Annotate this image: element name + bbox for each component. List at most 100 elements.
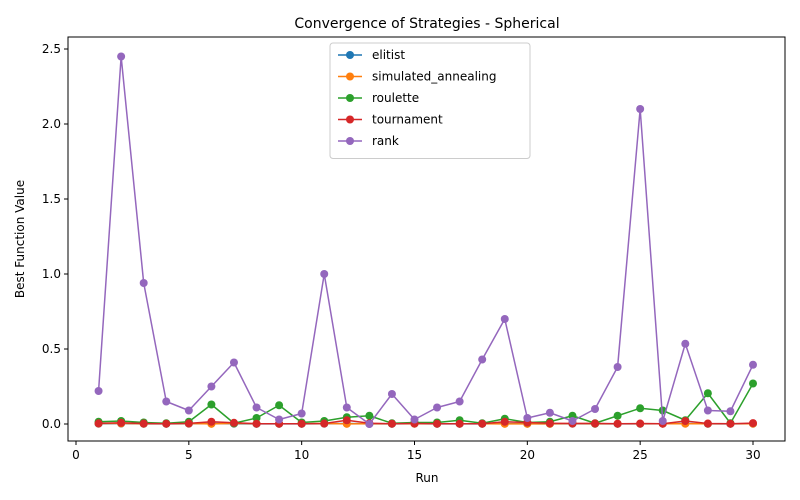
legend-item-tournament: tournament xyxy=(338,113,443,127)
y-tick-label-2.5: 2.5 xyxy=(42,42,61,56)
legend-box xyxy=(329,42,531,159)
y-tick-label-2: 2.0 xyxy=(42,117,61,131)
legend-swatch-marker-tournament xyxy=(346,115,354,124)
point-roulette-6 xyxy=(207,400,216,409)
y-axis-label: Best Function Value xyxy=(13,180,27,298)
series-roulette xyxy=(94,379,757,428)
legend-label-simulated_annealing: simulated_annealing xyxy=(372,70,496,84)
point-rank-2 xyxy=(117,52,126,61)
point-roulette-9 xyxy=(275,401,284,410)
y-tick-label-0: 0.0 xyxy=(42,417,61,431)
point-tournament-10 xyxy=(297,419,306,428)
point-tournament-27 xyxy=(681,417,690,425)
point-tournament-14 xyxy=(387,419,396,428)
y-tick-label-1.5: 1.5 xyxy=(42,192,61,206)
point-roulette-13 xyxy=(365,411,374,420)
series-rank xyxy=(94,52,757,428)
point-tournament-19 xyxy=(500,417,509,426)
legend-label-tournament: tournament xyxy=(372,113,443,127)
point-rank-12 xyxy=(342,403,351,412)
point-tournament-5 xyxy=(184,419,193,428)
point-rank-1 xyxy=(94,387,103,395)
x-tick-label-15: 15 xyxy=(407,448,422,462)
x-tick-label-5: 5 xyxy=(185,448,193,462)
legend-swatch-marker-rank xyxy=(346,137,354,145)
point-roulette-30 xyxy=(749,379,757,388)
point-rank-17 xyxy=(455,397,464,406)
point-tournament-12 xyxy=(342,416,351,425)
x-axis-label: Run xyxy=(415,471,438,485)
point-tournament-30 xyxy=(749,419,757,428)
series-line-roulette xyxy=(98,383,754,424)
point-rank-10 xyxy=(297,409,306,418)
y-axis: 0.0 0.5 1.0 1.5 2.0 2.5 xyxy=(42,42,68,431)
point-tournament-1 xyxy=(94,419,103,428)
y-tick-label-1: 1.0 xyxy=(42,267,61,281)
point-rank-11 xyxy=(320,270,329,278)
point-tournament-16 xyxy=(433,419,442,428)
point-rank-30 xyxy=(749,360,757,369)
point-rank-26 xyxy=(658,417,667,425)
legend-item-roulette: roulette xyxy=(338,91,419,105)
point-rank-3 xyxy=(139,279,148,287)
point-rank-16 xyxy=(433,403,442,412)
x-axis: 0 5 10 15 20 25 30 xyxy=(72,441,761,462)
point-tournament-25 xyxy=(636,419,645,428)
legend-item-rank: rank xyxy=(338,134,399,148)
point-rank-15 xyxy=(410,415,419,424)
point-rank-19 xyxy=(500,315,509,323)
legend-label-roulette: roulette xyxy=(372,91,419,105)
point-rank-27 xyxy=(681,339,690,348)
point-tournament-24 xyxy=(613,419,622,428)
point-tournament-3 xyxy=(139,419,148,428)
point-tournament-17 xyxy=(455,419,464,428)
point-rank-21 xyxy=(545,408,554,417)
point-rank-28 xyxy=(703,406,712,415)
y-tick-label-0.5: 0.5 xyxy=(42,342,61,356)
point-tournament-21 xyxy=(545,419,554,428)
point-roulette-8 xyxy=(252,414,261,422)
legend-item-elitist: elitist xyxy=(338,48,405,62)
point-tournament-7 xyxy=(229,418,238,427)
point-tournament-18 xyxy=(478,419,487,428)
legend-item-simulated_annealing: simulated_annealing xyxy=(338,70,496,84)
point-rank-7 xyxy=(229,358,238,367)
point-tournament-29 xyxy=(726,419,735,428)
x-tick-label-30: 30 xyxy=(745,448,760,462)
series-line-rank xyxy=(97,55,754,425)
chart-title: Convergence of Strategies - Spherical xyxy=(294,16,559,32)
point-tournament-6 xyxy=(207,417,216,426)
point-tournament-8 xyxy=(252,419,261,428)
point-rank-8 xyxy=(252,403,261,412)
point-rank-18 xyxy=(478,355,487,364)
point-rank-5 xyxy=(184,406,193,415)
point-rank-23 xyxy=(591,405,600,413)
point-rank-29 xyxy=(726,407,735,416)
point-roulette-28 xyxy=(703,389,712,398)
point-rank-4 xyxy=(162,397,171,406)
point-rank-20 xyxy=(523,414,532,422)
legend-swatch-marker-elitist xyxy=(346,51,354,59)
point-rank-13 xyxy=(365,420,374,428)
legend-label-elitist: elitist xyxy=(372,48,405,62)
point-roulette-24 xyxy=(613,411,622,420)
plot-frame xyxy=(67,36,786,442)
x-tick-label-20: 20 xyxy=(520,448,535,462)
legend-swatch-marker-roulette xyxy=(346,94,354,102)
point-tournament-23 xyxy=(591,419,600,428)
point-rank-6 xyxy=(207,382,216,391)
point-roulette-25 xyxy=(636,404,645,413)
legend-swatch-marker-simulated_annealing xyxy=(346,72,354,81)
point-rank-22 xyxy=(568,417,577,425)
point-rank-9 xyxy=(275,415,284,424)
point-tournament-2 xyxy=(117,418,126,427)
point-rank-25 xyxy=(636,105,645,113)
point-tournament-11 xyxy=(320,419,329,428)
legend: elitist simulated_annealing roulette tourna… xyxy=(329,42,531,159)
legend-label-rank: rank xyxy=(372,134,399,148)
plot-area xyxy=(94,52,757,428)
x-tick-label-25: 25 xyxy=(633,448,648,462)
point-tournament-4 xyxy=(162,419,171,428)
point-rank-14 xyxy=(387,390,396,398)
